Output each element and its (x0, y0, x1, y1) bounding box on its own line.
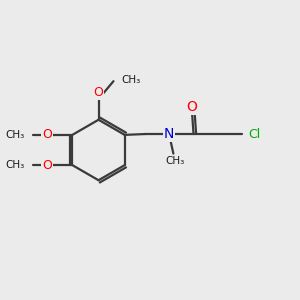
Text: CH₃: CH₃ (5, 130, 24, 140)
Text: Cl: Cl (248, 128, 260, 140)
Text: N: N (164, 127, 174, 141)
Text: O: O (187, 100, 197, 114)
Text: CH₃: CH₃ (122, 75, 141, 85)
Text: CH₃: CH₃ (5, 160, 24, 170)
Text: O: O (42, 128, 52, 141)
Text: O: O (42, 159, 52, 172)
Text: CH₃: CH₃ (165, 156, 184, 166)
Text: O: O (94, 86, 103, 99)
